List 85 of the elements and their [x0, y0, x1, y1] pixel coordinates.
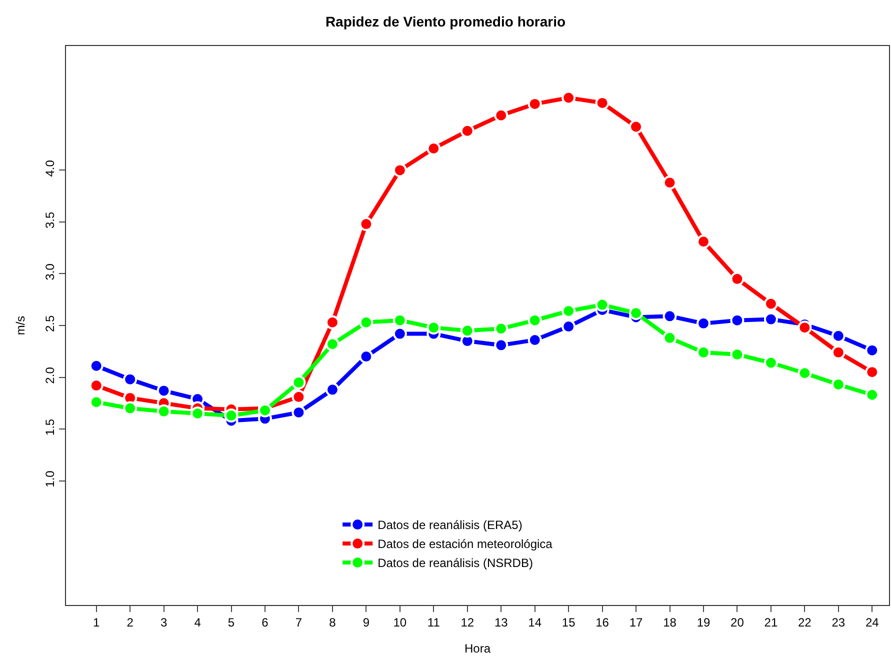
y-tick-label: 4.0	[43, 160, 58, 177]
point	[831, 328, 846, 343]
x-tick-label: 1	[93, 615, 100, 630]
point	[123, 401, 138, 416]
point	[460, 124, 474, 138]
chart-title: Rapidez de Viento promedio horario	[325, 13, 566, 30]
point	[392, 326, 407, 341]
point	[696, 316, 710, 330]
point	[831, 345, 846, 360]
point	[359, 217, 374, 232]
point	[392, 163, 407, 178]
point	[224, 408, 238, 423]
point	[562, 90, 576, 105]
point	[730, 272, 744, 286]
y-tick-label: 1.5	[43, 418, 58, 436]
x-tick-label: 20	[730, 615, 744, 630]
y-tick-label: 2.0	[43, 366, 58, 384]
point	[865, 343, 880, 358]
point	[662, 309, 677, 324]
point	[156, 384, 171, 398]
point	[730, 313, 744, 328]
x-tick-label: 15	[562, 615, 576, 630]
point	[629, 120, 644, 134]
point	[392, 313, 407, 328]
y-tick-label: 3.5	[43, 212, 58, 229]
y-axis-title: m/s	[14, 316, 28, 336]
x-tick-label: 4	[194, 615, 202, 630]
point	[359, 350, 374, 364]
point	[426, 320, 441, 335]
point	[764, 296, 778, 311]
x-tick-label: 2	[126, 615, 134, 630]
x-tick-label: 7	[295, 615, 302, 630]
y-tick-label: 1.0	[43, 470, 58, 488]
point	[123, 372, 138, 386]
legend-label: Datos de estación meteorológica	[378, 537, 553, 552]
x-tick-label: 17	[629, 615, 644, 630]
point	[156, 404, 171, 418]
x-tick-label: 6	[262, 615, 269, 630]
point	[865, 388, 880, 402]
point	[190, 406, 205, 420]
y-tick-label: 3.0	[43, 263, 58, 280]
point	[662, 330, 677, 345]
x-tick-label: 3	[160, 615, 168, 630]
point	[292, 390, 306, 404]
point	[764, 312, 778, 326]
x-tick-label: 16	[596, 615, 610, 630]
point	[662, 176, 677, 190]
point	[798, 366, 812, 380]
point	[595, 298, 610, 312]
x-axis-title: Hora	[464, 641, 491, 656]
point	[325, 382, 340, 397]
x-tick-label: 23	[832, 615, 846, 630]
point	[494, 322, 508, 336]
legend-label: Datos de reanálisis (ERA5)	[378, 518, 522, 532]
x-tick-label: 11	[427, 615, 440, 630]
point	[325, 315, 340, 330]
point	[359, 315, 374, 330]
point	[764, 356, 778, 370]
x-tick-label: 10	[393, 615, 407, 630]
x-tick-label: 24	[865, 615, 880, 630]
point	[798, 320, 812, 335]
y-tick-label: 2.5	[43, 315, 58, 332]
point	[292, 375, 306, 390]
legend-label: Datos de reanálisis (NSRDB)	[378, 556, 533, 570]
point	[494, 108, 508, 122]
point	[325, 337, 340, 352]
x-tick-label: 12	[460, 615, 474, 630]
x-tick-label: 21	[764, 615, 778, 630]
point	[460, 324, 474, 338]
x-tick-label: 14	[528, 615, 542, 630]
point	[494, 338, 508, 352]
x-tick-label: 19	[696, 615, 710, 630]
point	[528, 313, 542, 328]
point	[696, 345, 710, 360]
point	[865, 365, 880, 380]
point	[292, 405, 306, 420]
x-tick-label: 9	[362, 615, 370, 630]
x-tick-label: 5	[228, 615, 235, 630]
x-tick-label: 22	[798, 615, 812, 630]
point	[89, 358, 104, 373]
point	[89, 395, 104, 410]
x-tick-label: 8	[329, 615, 336, 630]
x-tick-label: 18	[663, 615, 677, 630]
point	[629, 306, 644, 320]
x-tick-label: 13	[494, 615, 508, 630]
